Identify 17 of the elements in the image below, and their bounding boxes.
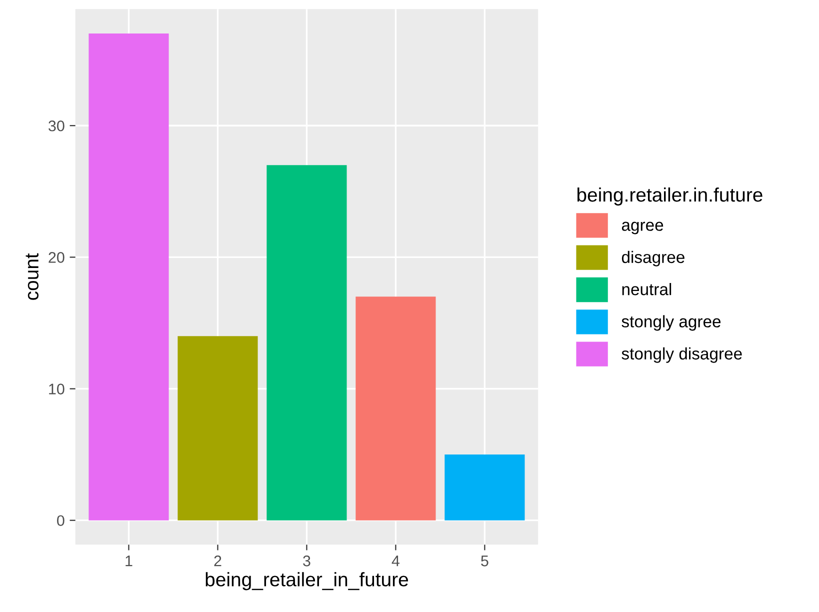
x-tick-label: 1 bbox=[126, 556, 132, 566]
y-tick-label: 10 bbox=[49, 384, 64, 394]
y-tick-label: 30 bbox=[48, 120, 64, 132]
y-tick-label: 20 bbox=[48, 252, 64, 263]
legend-title: being.retailer.in.future bbox=[577, 187, 762, 206]
x-tick-label: 3 bbox=[303, 556, 310, 566]
x-tick-label: 5 bbox=[481, 556, 488, 566]
legend-label: stongly agree bbox=[622, 315, 721, 331]
legend-label: agree bbox=[622, 222, 664, 234]
x-tick-label: 4 bbox=[392, 556, 400, 566]
legend-label: disagree bbox=[622, 250, 684, 266]
x-axis-title: being_retailer_in_future bbox=[206, 572, 408, 590]
legend-label: stongly disagree bbox=[622, 347, 742, 363]
y-axis-title: count bbox=[26, 253, 39, 300]
y-tick-label: 0 bbox=[57, 515, 64, 526]
legend-label: neutral bbox=[622, 283, 672, 296]
x-tick-label: 2 bbox=[214, 556, 222, 566]
